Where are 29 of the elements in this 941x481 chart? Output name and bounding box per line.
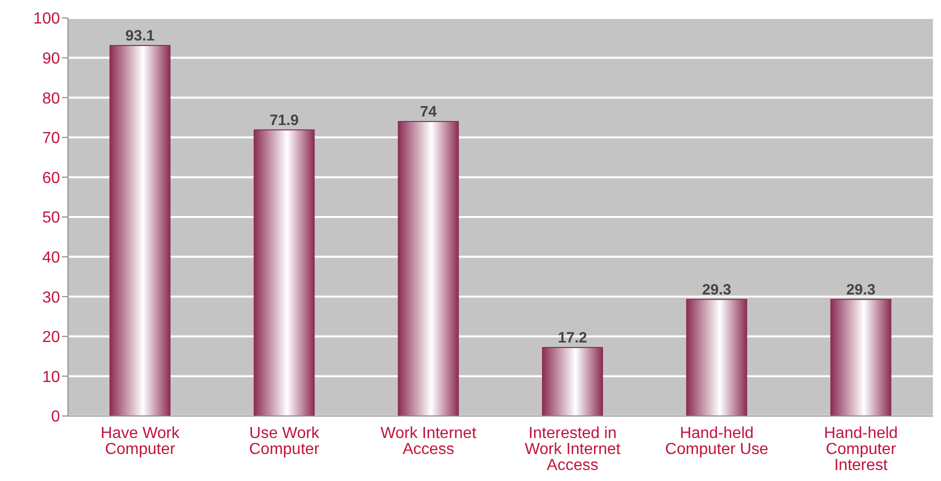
y-tick-label: 80 [42, 90, 60, 108]
y-tick-label: 60 [42, 170, 60, 187]
data-label: 29.3 [702, 281, 732, 298]
data-label: 17.2 [558, 330, 588, 347]
x-tick-label: Interested in Work Internet Access [524, 425, 622, 474]
data-label: 74 [420, 103, 438, 120]
x-tick-label: Work Internet Access [380, 425, 477, 458]
bar [398, 120, 459, 416]
y-tick-label: 90 [42, 50, 60, 68]
bar [254, 129, 315, 416]
data-label: 93.1 [125, 27, 155, 44]
bar [542, 347, 603, 416]
y-tick-label: 10 [42, 368, 60, 386]
y-tick-label: 100 [33, 10, 60, 28]
y-tick-label: 40 [42, 249, 60, 266]
x-tick-label: Hand-held Computer Interest [824, 425, 898, 474]
bar [110, 44, 170, 416]
data-label: 29.3 [846, 281, 876, 298]
y-tick-label: 50 [42, 210, 60, 227]
x-tick-label: Use Work Computer [249, 425, 320, 458]
x-tick-label: Have Work Computer [100, 425, 180, 458]
data-label: 71.9 [270, 112, 299, 129]
bar [830, 298, 892, 416]
y-tick-label: 0 [51, 408, 60, 426]
y-tick-label: 20 [42, 329, 60, 346]
x-tick-label: Hand-held Computer Use [665, 425, 768, 458]
bar [686, 298, 748, 416]
y-tick-label: 30 [42, 289, 60, 306]
y-tick-label: 70 [42, 130, 60, 148]
